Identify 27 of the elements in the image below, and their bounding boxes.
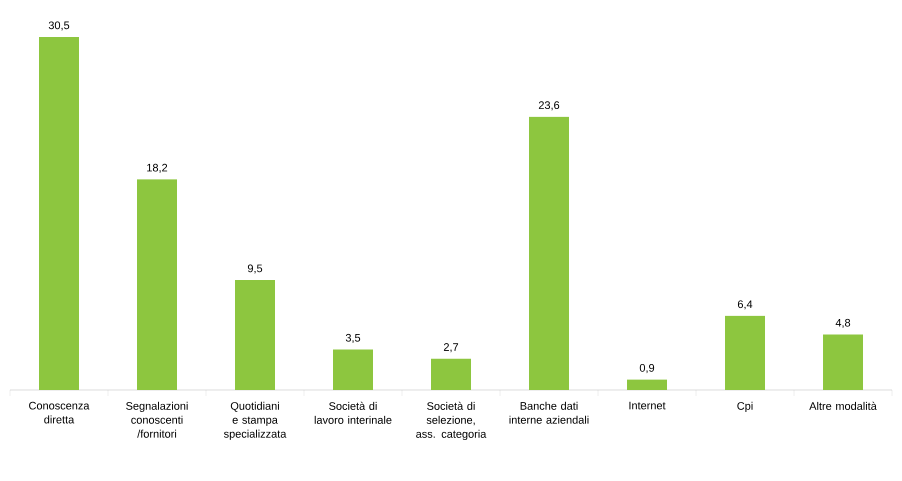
x-tick-label: Altre modalità bbox=[809, 402, 877, 410]
bar bbox=[431, 358, 472, 390]
bar bbox=[725, 316, 766, 390]
x-tick-label: Società di lavoro interinale bbox=[314, 402, 392, 424]
data-label: 2,7 bbox=[444, 343, 458, 352]
x-tick-label: Banche dati interne aziendali bbox=[510, 402, 588, 424]
bar bbox=[627, 380, 668, 390]
bar bbox=[529, 116, 570, 390]
data-label: 6,4 bbox=[738, 300, 752, 310]
x-tick-label: Conoscenza diretta bbox=[29, 402, 90, 424]
x-tick-label: Internet bbox=[629, 402, 666, 410]
data-label: 9,5 bbox=[248, 264, 262, 274]
data-label: 30,5 bbox=[48, 21, 70, 30]
bar bbox=[137, 179, 178, 390]
x-tick-label: Segnalazioni conoscenti /fornitori bbox=[126, 402, 188, 438]
x-tick-label: Società di selezione, ass. categoria bbox=[416, 402, 486, 440]
x-tick-label: Quotidiani e stampa specializzata bbox=[224, 402, 286, 440]
x-tick-label: Cpi bbox=[737, 402, 752, 412]
bar bbox=[333, 349, 374, 390]
data-label: 3,5 bbox=[346, 334, 360, 343]
data-label: 0,9 bbox=[640, 364, 654, 374]
data-label: 4,8 bbox=[836, 318, 850, 328]
bar bbox=[235, 280, 276, 390]
data-label: 18,2 bbox=[147, 164, 168, 173]
data-label: 23,6 bbox=[538, 101, 560, 110]
bar bbox=[39, 37, 79, 390]
bar bbox=[823, 334, 864, 390]
